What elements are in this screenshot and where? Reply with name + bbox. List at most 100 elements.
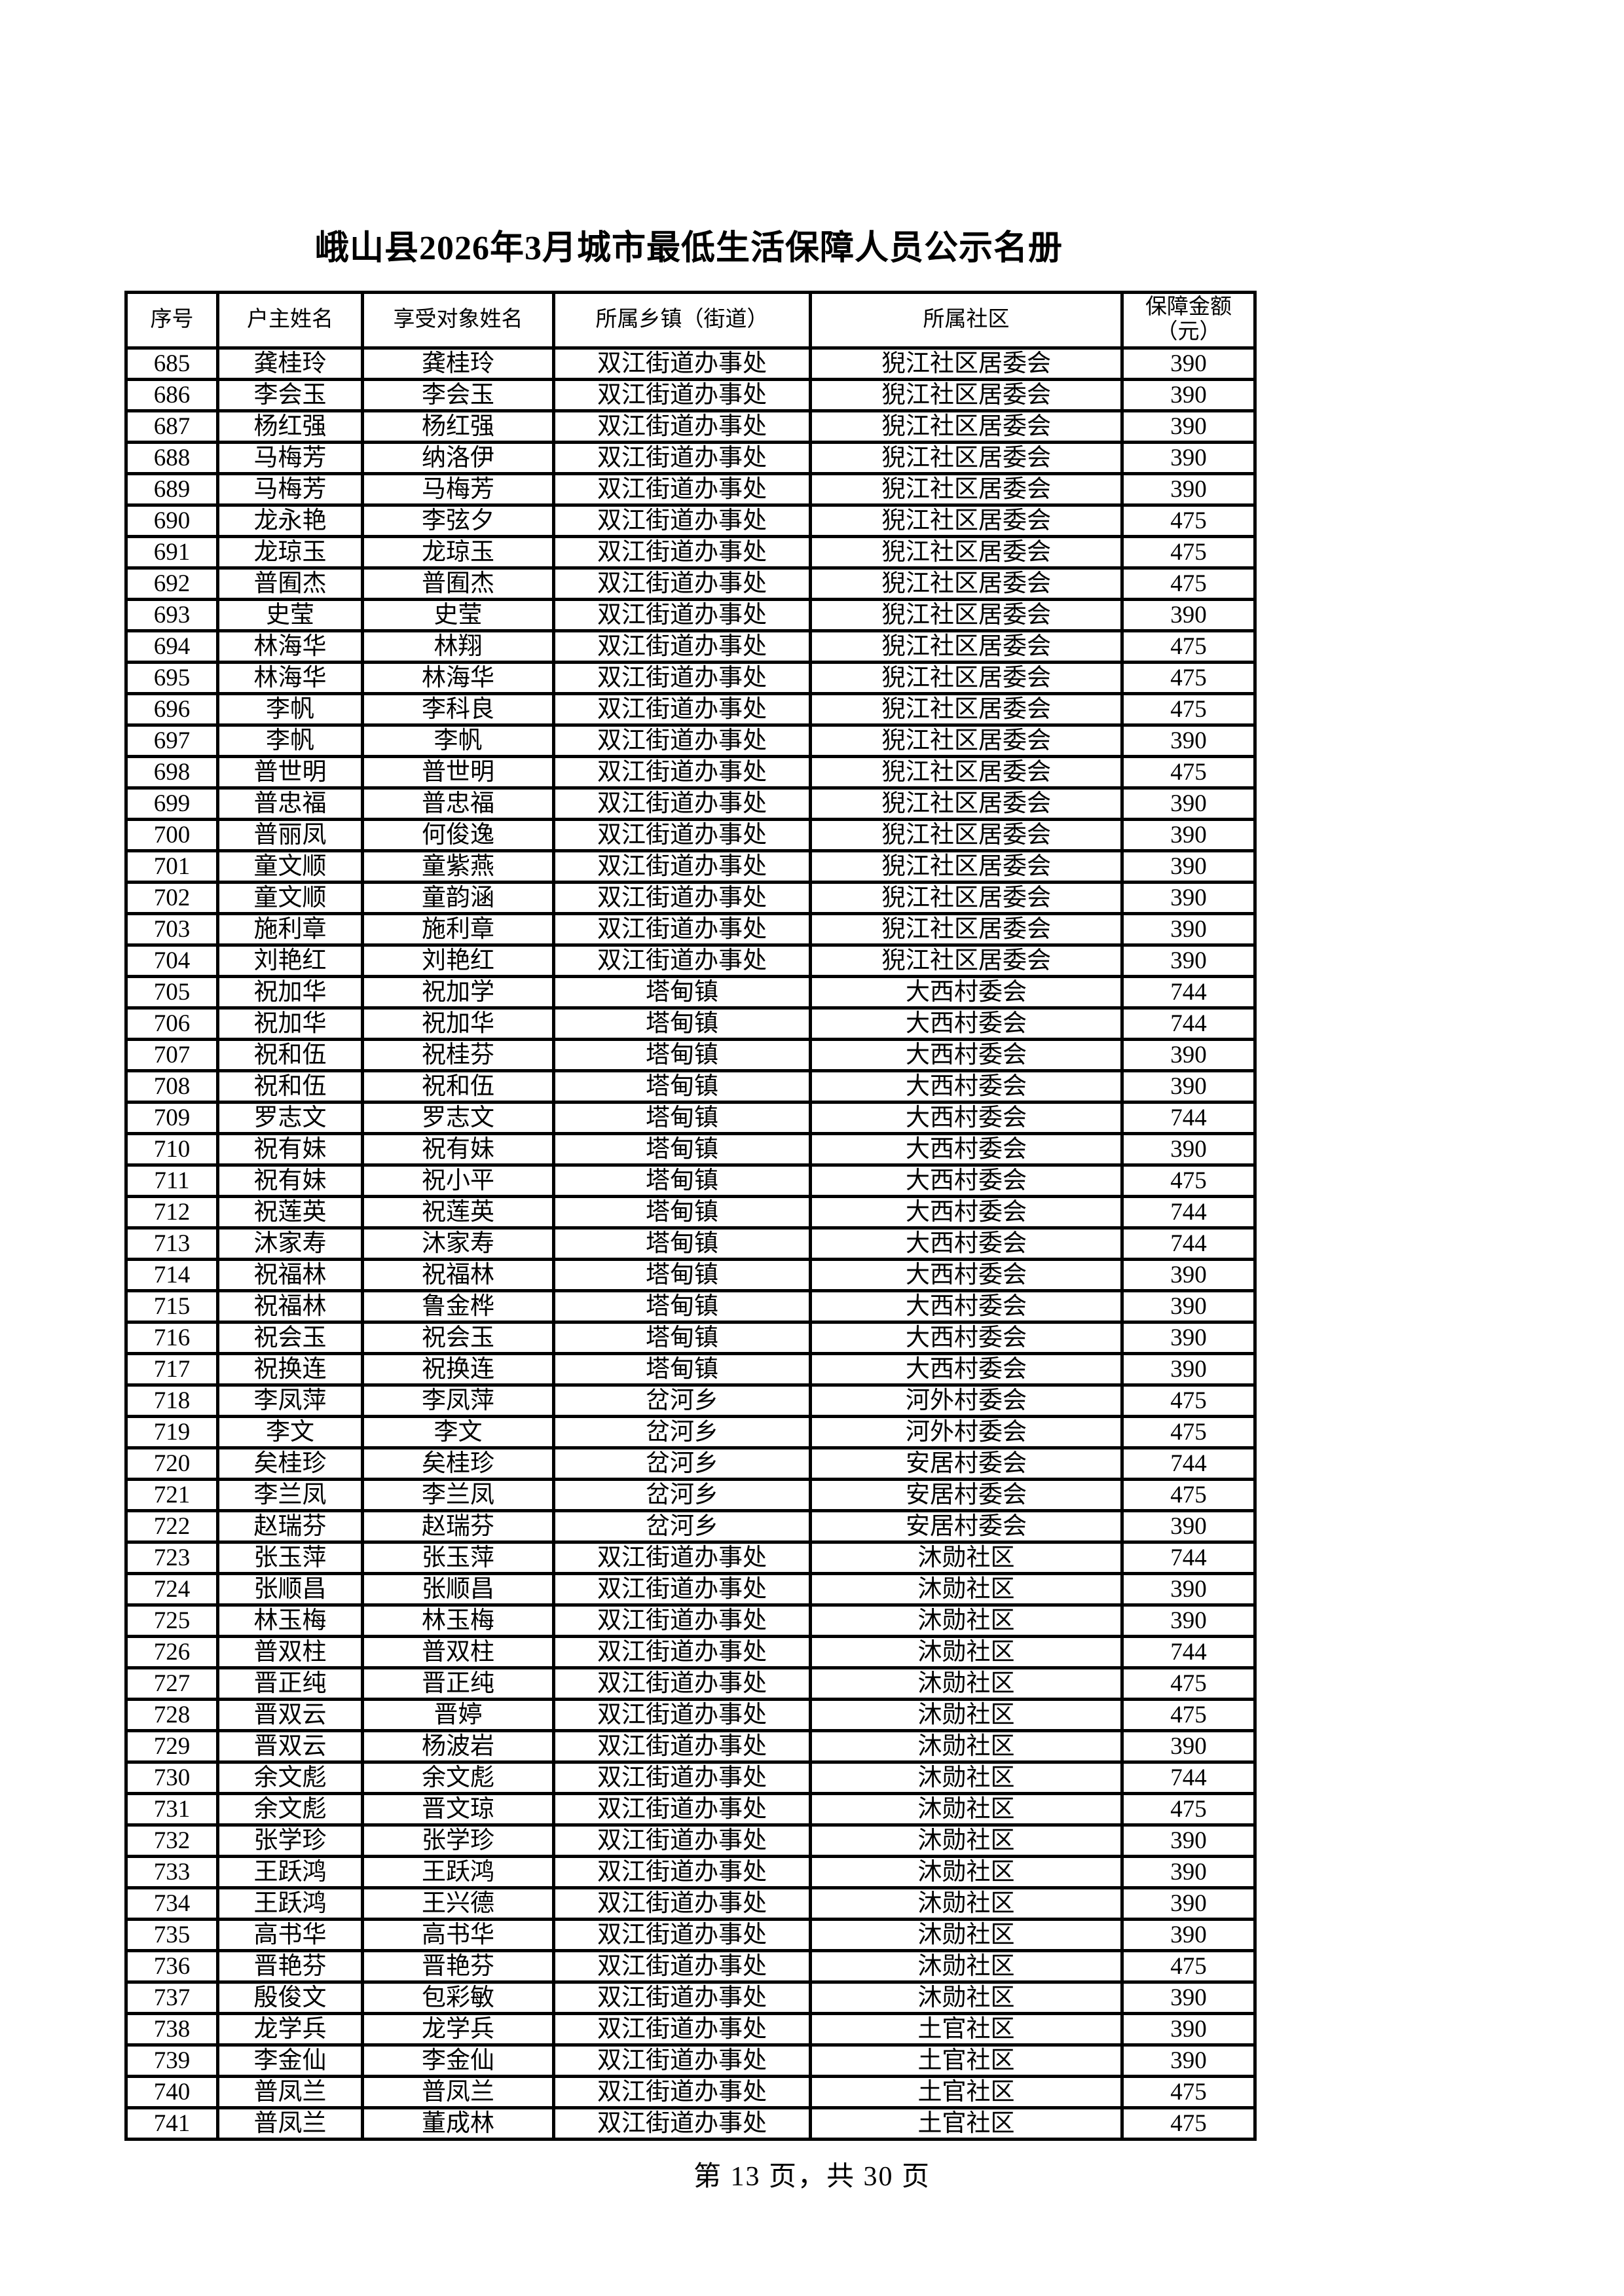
cell-township: 塔甸镇	[552, 1321, 812, 1355]
cell-township: 双江街道办事处	[552, 2043, 812, 2078]
cell-community: 猊江社区居委会	[809, 818, 1124, 852]
cell-householder: 祝和伍	[216, 1069, 364, 1104]
cell-householder: 童文顺	[216, 881, 364, 915]
cell-community: 猊江社区居委会	[809, 472, 1124, 507]
cell-seq: 695	[124, 661, 219, 695]
cell-seq: 735	[124, 1918, 219, 1952]
cell-householder: 晋双云	[216, 1729, 364, 1764]
cell-beneficiary: 王兴德	[361, 1886, 555, 1921]
cell-beneficiary: 晋文琼	[361, 1792, 555, 1827]
cell-community: 安居村委会	[809, 1478, 1124, 1512]
cell-community: 沐勋社区	[809, 1729, 1124, 1764]
cell-community: 大西村委会	[809, 1258, 1124, 1292]
cell-community: 大西村委会	[809, 1101, 1124, 1135]
table-row: 734 王跃鸿 王兴德 双江街道办事处 沐勋社区 390	[124, 1886, 1257, 1921]
cell-householder: 沐家寿	[216, 1226, 364, 1261]
cell-amount: 744	[1120, 1101, 1257, 1135]
cell-seq: 710	[124, 1132, 219, 1167]
cell-community: 沐勋社区	[809, 1698, 1124, 1732]
cell-householder: 王跃鸿	[216, 1886, 364, 1921]
cell-township: 岔河乡	[552, 1509, 812, 1544]
cell-amount: 390	[1120, 1823, 1257, 1858]
cell-seq: 723	[124, 1540, 219, 1575]
cell-seq: 724	[124, 1572, 219, 1607]
cell-community: 猊江社区居委会	[809, 881, 1124, 915]
cell-beneficiary: 龙学兵	[361, 2012, 555, 2047]
cell-beneficiary: 罗志文	[361, 1101, 555, 1135]
cell-beneficiary: 马梅芳	[361, 472, 555, 507]
cell-beneficiary: 矣桂珍	[361, 1446, 555, 1481]
cell-seq: 739	[124, 2043, 219, 2078]
cell-seq: 702	[124, 881, 219, 915]
cell-community: 沐勋社区	[809, 1980, 1124, 2015]
cell-community: 沐勋社区	[809, 1540, 1124, 1575]
table-row: 724 张顺昌 张顺昌 双江街道办事处 沐勋社区 390	[124, 1572, 1257, 1607]
cell-seq: 727	[124, 1666, 219, 1701]
cell-householder: 晋正纯	[216, 1666, 364, 1701]
cell-amount: 475	[1120, 1478, 1257, 1512]
cell-beneficiary: 祝莲英	[361, 1195, 555, 1230]
cell-beneficiary: 普世明	[361, 755, 555, 790]
cell-amount: 390	[1120, 1509, 1257, 1544]
cell-beneficiary: 祝桂芬	[361, 1038, 555, 1072]
table-row: 698 普世明 普世明 双江街道办事处 猊江社区居委会 475	[124, 755, 1257, 790]
cell-community: 猊江社区居委会	[809, 692, 1124, 727]
cell-township: 双江街道办事处	[552, 409, 812, 444]
cell-amount: 475	[1120, 535, 1257, 570]
cell-amount: 744	[1120, 1195, 1257, 1230]
cell-community: 沐勋社区	[809, 1949, 1124, 1984]
cell-amount: 475	[1120, 661, 1257, 695]
cell-seq: 697	[124, 723, 219, 758]
table-row: 730 余文彪 余文彪 双江街道办事处 沐勋社区 744	[124, 1760, 1257, 1795]
table-row: 694 林海华 林翔 双江街道办事处 猊江社区居委会 475	[124, 629, 1257, 664]
cell-township: 塔甸镇	[552, 1163, 812, 1198]
cell-township: 双江街道办事处	[552, 818, 812, 852]
table-row: 691 龙琼玉 龙琼玉 双江街道办事处 猊江社区居委会 475	[124, 535, 1257, 570]
table-row: 708 祝和伍 祝和伍 塔甸镇 大西村委会 390	[124, 1069, 1257, 1104]
cell-seq: 719	[124, 1415, 219, 1449]
cell-community: 河外村委会	[809, 1415, 1124, 1449]
cell-amount: 390	[1120, 1132, 1257, 1167]
cell-township: 塔甸镇	[552, 1038, 812, 1072]
table-row: 701 童文顺 童紫燕 双江街道办事处 猊江社区居委会 390	[124, 849, 1257, 884]
cell-amount: 390	[1120, 378, 1257, 412]
cell-township: 塔甸镇	[552, 975, 812, 1010]
cell-amount: 744	[1120, 1446, 1257, 1481]
cell-seq: 741	[124, 2106, 219, 2141]
header-amount-line1: 保障金额	[1145, 295, 1232, 319]
cell-amount: 475	[1120, 629, 1257, 664]
cell-township: 双江街道办事处	[552, 943, 812, 978]
cell-community: 沐勋社区	[809, 1918, 1124, 1952]
cell-township: 双江街道办事处	[552, 1603, 812, 1638]
cell-amount: 390	[1120, 409, 1257, 444]
table-row: 716 祝会玉 祝会玉 塔甸镇 大西村委会 390	[124, 1321, 1257, 1355]
cell-householder: 祝有妹	[216, 1163, 364, 1198]
cell-township: 双江街道办事处	[552, 1666, 812, 1701]
cell-community: 大西村委会	[809, 1289, 1124, 1324]
cell-householder: 林海华	[216, 629, 364, 664]
table-row: 719 李文 李文 岔河乡 河外村委会 475	[124, 1415, 1257, 1449]
cell-amount: 390	[1120, 1258, 1257, 1292]
cell-seq: 738	[124, 2012, 219, 2047]
cell-township: 双江街道办事处	[552, 378, 812, 412]
table-row: 688 马梅芳 纳洛伊 双江街道办事处 猊江社区居委会 390	[124, 441, 1257, 475]
table-row: 722 赵瑞芬 赵瑞芬 岔河乡 安居村委会 390	[124, 1509, 1257, 1544]
cell-householder: 李文	[216, 1415, 364, 1449]
cell-seq: 689	[124, 472, 219, 507]
table-row: 737 殷俊文 包彩敏 双江街道办事处 沐勋社区 390	[124, 1980, 1257, 2015]
cell-beneficiary: 纳洛伊	[361, 441, 555, 475]
cell-beneficiary: 包彩敏	[361, 1980, 555, 2015]
cell-township: 双江街道办事处	[552, 1729, 812, 1764]
cell-seq: 714	[124, 1258, 219, 1292]
cell-amount: 390	[1120, 472, 1257, 507]
cell-community: 沐勋社区	[809, 1823, 1124, 1858]
cell-community: 安居村委会	[809, 1446, 1124, 1481]
page-number-footer: 第 13 页，共 30 页	[693, 2162, 931, 2192]
cell-householder: 施利章	[216, 912, 364, 947]
table-row: 732 张学珍 张学珍 双江街道办事处 沐勋社区 390	[124, 1823, 1257, 1858]
table-row: 709 罗志文 罗志文 塔甸镇 大西村委会 744	[124, 1101, 1257, 1135]
cell-beneficiary: 鲁金桦	[361, 1289, 555, 1324]
cell-beneficiary: 李帆	[361, 723, 555, 758]
cell-seq: 698	[124, 755, 219, 790]
table-row: 695 林海华 林海华 双江街道办事处 猊江社区居委会 475	[124, 661, 1257, 695]
